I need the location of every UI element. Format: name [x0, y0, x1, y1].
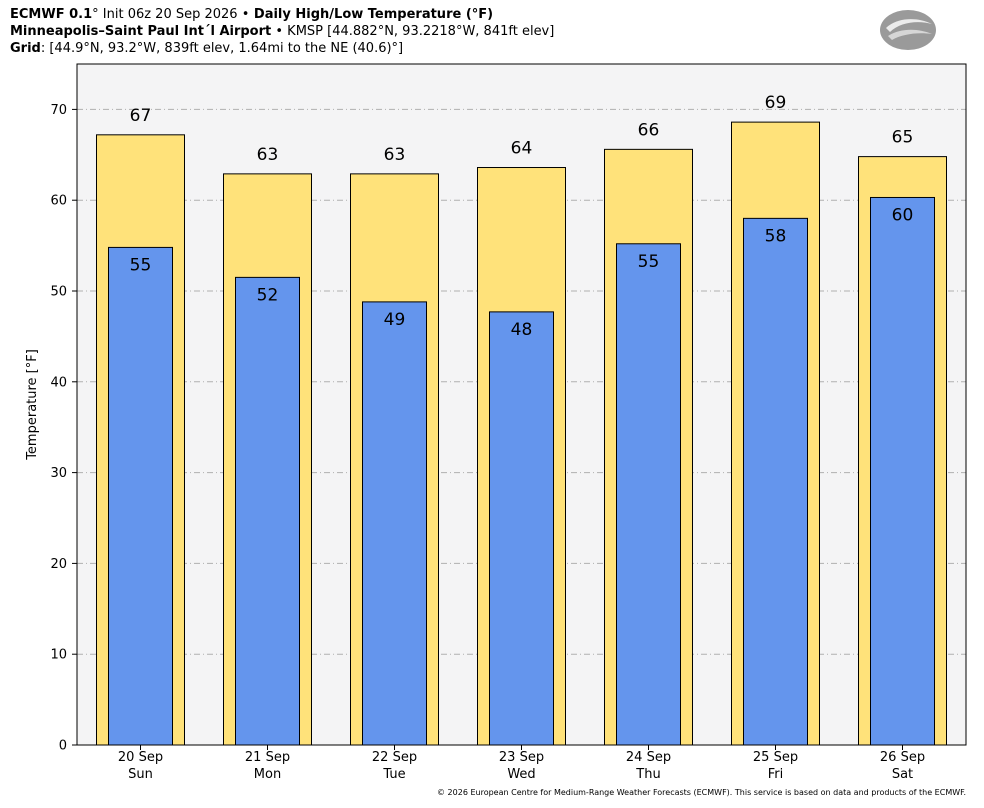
low-bar	[870, 196, 935, 746]
x-tick-day: Thu	[635, 767, 660, 782]
low-bar	[489, 311, 554, 746]
x-tick-date: 26 Sep	[880, 750, 925, 765]
low-value-label: 60	[892, 205, 914, 225]
low-bar	[362, 301, 427, 746]
x-tick-day: Tue	[382, 767, 405, 782]
high-value-label: 63	[384, 145, 406, 165]
x-tick-day: Sat	[892, 767, 913, 782]
high-value-label: 65	[892, 128, 914, 148]
high-value-label: 69	[765, 93, 787, 113]
y-tick-label: 20	[50, 557, 67, 572]
y-tick-label: 10	[50, 648, 67, 663]
low-value-label: 55	[130, 255, 152, 275]
high-value-label: 67	[130, 106, 152, 126]
x-tick-day: Mon	[254, 767, 281, 782]
x-tick-day: Sun	[128, 767, 153, 782]
y-tick-label: 40	[50, 375, 67, 390]
high-value-label: 64	[511, 139, 533, 159]
header-line-3: Grid: [44.9°N, 93.2°W, 839ft elev, 1.64m…	[10, 41, 404, 56]
y-tick-label: 70	[50, 103, 67, 118]
header-line-1: ECMWF 0.1° Init 06z 20 Sep 2026 • Daily …	[10, 7, 494, 22]
x-tick-date: 25 Sep	[753, 750, 798, 765]
x-tick-day: Fri	[768, 767, 784, 782]
x-tick-date: 22 Sep	[372, 750, 417, 765]
x-tick-date: 24 Sep	[626, 750, 671, 765]
low-value-label: 52	[257, 285, 279, 305]
y-axis-label: Temperature [°F]	[25, 349, 40, 461]
high-value-label: 66	[638, 120, 660, 140]
x-tick-date: 23 Sep	[499, 750, 544, 765]
low-bar	[108, 246, 173, 746]
plot-border	[76, 63, 967, 746]
x-tick-day: Wed	[507, 767, 535, 782]
header-line-2: Minneapolis–Saint Paul Int´l Airport • K…	[10, 24, 555, 39]
high-value-label: 63	[257, 145, 279, 165]
low-value-label: 55	[638, 252, 660, 272]
low-bar	[743, 217, 808, 746]
low-value-label: 58	[765, 226, 787, 246]
weatherbell-logo	[880, 10, 936, 50]
y-tick-label: 60	[50, 194, 67, 209]
y-tick-label: 50	[50, 285, 67, 300]
copyright-footer: © 2026 European Centre for Medium-Range …	[437, 788, 966, 797]
y-tick-label: 30	[50, 466, 67, 481]
x-tick-date: 21 Sep	[245, 750, 290, 765]
y-tick-label: 0	[59, 739, 67, 754]
low-value-label: 49	[384, 310, 406, 330]
low-value-label: 48	[511, 320, 533, 340]
low-bar	[616, 243, 681, 746]
low-bar	[235, 276, 300, 746]
x-tick-date: 20 Sep	[118, 750, 163, 765]
